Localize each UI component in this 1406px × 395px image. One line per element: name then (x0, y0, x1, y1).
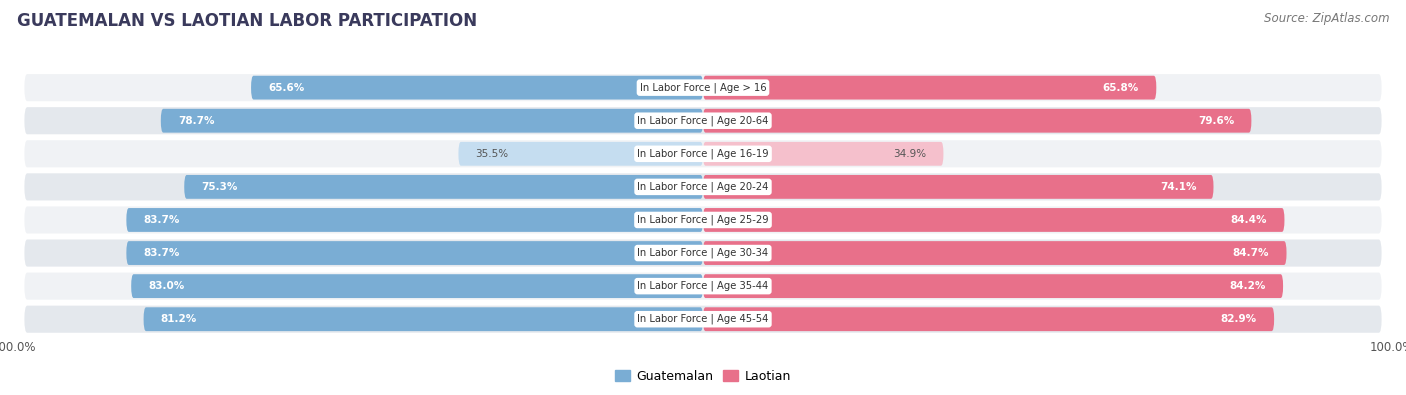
Text: 65.8%: 65.8% (1102, 83, 1139, 93)
Text: 34.9%: 34.9% (893, 149, 927, 159)
Text: 35.5%: 35.5% (475, 149, 509, 159)
Text: 83.7%: 83.7% (143, 215, 180, 225)
FancyBboxPatch shape (703, 109, 1251, 133)
FancyBboxPatch shape (24, 239, 1382, 267)
Text: 79.6%: 79.6% (1198, 116, 1234, 126)
FancyBboxPatch shape (703, 76, 1156, 100)
FancyBboxPatch shape (131, 274, 703, 298)
FancyBboxPatch shape (703, 142, 943, 166)
Text: GUATEMALAN VS LAOTIAN LABOR PARTICIPATION: GUATEMALAN VS LAOTIAN LABOR PARTICIPATIO… (17, 12, 477, 30)
Text: 84.2%: 84.2% (1229, 281, 1265, 291)
FancyBboxPatch shape (24, 140, 1382, 167)
Text: In Labor Force | Age 30-34: In Labor Force | Age 30-34 (637, 248, 769, 258)
FancyBboxPatch shape (703, 175, 1213, 199)
Text: In Labor Force | Age 20-24: In Labor Force | Age 20-24 (637, 182, 769, 192)
Text: In Labor Force | Age 16-19: In Labor Force | Age 16-19 (637, 149, 769, 159)
FancyBboxPatch shape (127, 241, 703, 265)
FancyBboxPatch shape (184, 175, 703, 199)
Text: 83.0%: 83.0% (149, 281, 184, 291)
Text: 74.1%: 74.1% (1160, 182, 1197, 192)
Text: 65.6%: 65.6% (269, 83, 305, 93)
FancyBboxPatch shape (703, 208, 1285, 232)
FancyBboxPatch shape (703, 307, 1274, 331)
Text: 83.7%: 83.7% (143, 248, 180, 258)
Text: 82.9%: 82.9% (1220, 314, 1257, 324)
Text: In Labor Force | Age > 16: In Labor Force | Age > 16 (640, 83, 766, 93)
FancyBboxPatch shape (24, 173, 1382, 200)
Text: 75.3%: 75.3% (201, 182, 238, 192)
FancyBboxPatch shape (143, 307, 703, 331)
Text: Source: ZipAtlas.com: Source: ZipAtlas.com (1264, 12, 1389, 25)
FancyBboxPatch shape (703, 274, 1284, 298)
Text: 84.4%: 84.4% (1230, 215, 1267, 225)
Text: In Labor Force | Age 45-54: In Labor Force | Age 45-54 (637, 314, 769, 324)
FancyBboxPatch shape (24, 273, 1382, 300)
FancyBboxPatch shape (458, 142, 703, 166)
FancyBboxPatch shape (160, 109, 703, 133)
FancyBboxPatch shape (24, 306, 1382, 333)
FancyBboxPatch shape (24, 74, 1382, 101)
FancyBboxPatch shape (252, 76, 703, 100)
Text: In Labor Force | Age 35-44: In Labor Force | Age 35-44 (637, 281, 769, 292)
Text: 78.7%: 78.7% (179, 116, 215, 126)
Text: In Labor Force | Age 25-29: In Labor Force | Age 25-29 (637, 215, 769, 225)
Text: In Labor Force | Age 20-64: In Labor Force | Age 20-64 (637, 115, 769, 126)
Text: 81.2%: 81.2% (160, 314, 197, 324)
FancyBboxPatch shape (127, 208, 703, 232)
Text: 84.7%: 84.7% (1233, 248, 1270, 258)
FancyBboxPatch shape (24, 107, 1382, 134)
FancyBboxPatch shape (24, 207, 1382, 233)
Legend: Guatemalan, Laotian: Guatemalan, Laotian (610, 365, 796, 388)
FancyBboxPatch shape (703, 241, 1286, 265)
